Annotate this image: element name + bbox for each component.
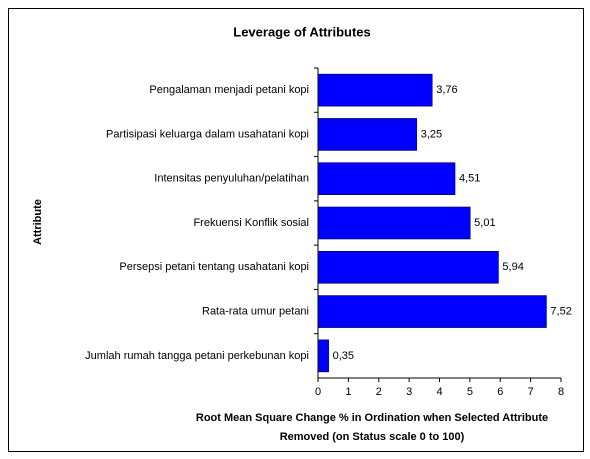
bar — [317, 73, 433, 107]
bar — [317, 295, 547, 328]
value-label: 3,76 — [436, 84, 457, 96]
value-label: 5,94 — [502, 261, 523, 273]
y-tick-label: Rata-rata umur petani — [202, 305, 309, 317]
x-tick-label: 6 — [497, 386, 503, 398]
value-label: 0,35 — [333, 350, 354, 362]
x-tick-label: 8 — [558, 386, 564, 398]
x-tick-label: 2 — [376, 386, 382, 398]
value-label: 3,25 — [421, 128, 442, 140]
value-label: 5,01 — [474, 217, 495, 229]
y-tick-label: Intensitas penyuluhan/pelatihan — [154, 173, 309, 185]
x-axis-label: Root Mean Square Change % in Ordination … — [196, 412, 548, 424]
x-tick-label: 1 — [345, 386, 351, 398]
x-tick-label: 3 — [406, 386, 412, 398]
bar — [317, 250, 499, 284]
y-tick-label: Partisipasi keluarga dalam usahatani kop… — [106, 128, 309, 140]
bar — [317, 206, 471, 240]
bar — [317, 339, 329, 373]
y-tick-label: Frekuensi Konflik sosial — [193, 217, 309, 229]
value-label: 4,51 — [459, 173, 480, 185]
chart-title: Leverage of Attributes — [233, 24, 371, 39]
x-tick-label: 7 — [528, 386, 534, 398]
x-tick-label: 4 — [436, 386, 442, 398]
y-tick-label: Persepsi petani tentang usahatani kopi — [119, 261, 309, 273]
bar — [317, 118, 418, 151]
y-tick-label: Pengalaman menjadi petani kopi — [149, 84, 309, 96]
x-tick-label: 5 — [467, 386, 473, 398]
bar — [317, 162, 456, 196]
x-axis-label: Removed (on Status scale 0 to 100) — [280, 431, 465, 443]
y-axis-label: Attribute — [32, 199, 44, 245]
value-label: 7,52 — [550, 305, 571, 317]
x-tick-label: 0 — [315, 386, 321, 398]
y-tick-label: Jumlah rumah tangga petani perkebunan ko… — [85, 350, 309, 362]
